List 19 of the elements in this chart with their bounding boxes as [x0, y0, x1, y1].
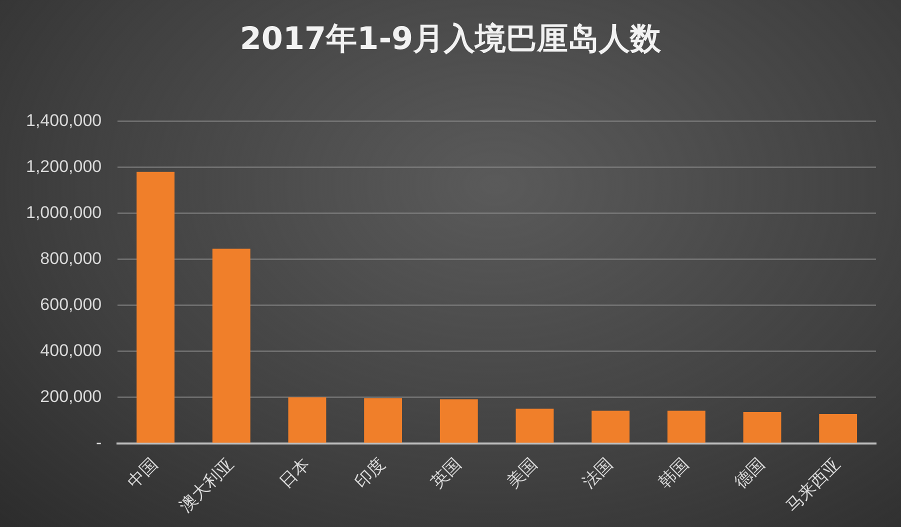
x-tick-label: 马来西亚 — [782, 454, 845, 516]
y-tick-label: 1,400,000 — [26, 110, 102, 130]
x-tick-label: 韩国 — [654, 454, 694, 492]
y-tick-label: 400,000 — [40, 341, 102, 360]
chart-title: 2017年1-9月入境巴厘岛人数 — [238, 20, 662, 59]
x-tick-label: 中国 — [124, 454, 162, 492]
y-tick-label: 1,000,000 — [26, 202, 102, 222]
y-tick-label: 200,000 — [40, 387, 102, 406]
y-tick-label: 800,000 — [40, 249, 102, 268]
x-tick-label: 日本 — [276, 454, 314, 492]
y-tick-label: - — [96, 433, 102, 452]
y-tick-label: 1,200,000 — [26, 156, 102, 176]
x-tick-label: 美国 — [503, 454, 542, 492]
x-tick-label: 印度 — [352, 454, 390, 492]
x-tick-label: 澳大利亚 — [176, 454, 238, 516]
y-tick-label: 600,000 — [40, 295, 102, 314]
x-tick-label: 法国 — [579, 454, 618, 492]
x-tick-label: 德国 — [730, 454, 769, 492]
x-tick-label: 英国 — [427, 454, 466, 492]
